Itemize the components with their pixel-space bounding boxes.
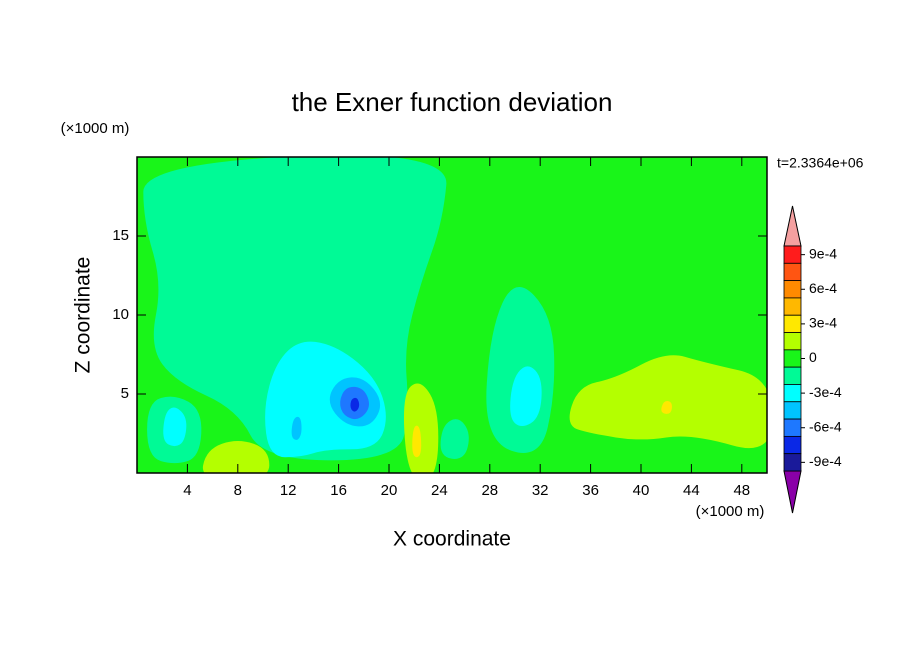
x-unit: (×1000 m) xyxy=(696,503,765,520)
colorbar-band xyxy=(783,262,802,282)
contour-region xyxy=(412,425,422,458)
x-tick-label: 12 xyxy=(280,482,297,499)
x-tick-label: 32 xyxy=(532,482,549,499)
colorbar-tick-label: -9e-4 xyxy=(809,453,842,469)
x-tick-label: 28 xyxy=(481,482,498,499)
x-tick-label: 4 xyxy=(183,482,191,499)
x-tick-label: 16 xyxy=(330,482,347,499)
chart-title: the Exner function deviation xyxy=(292,87,613,117)
colorbar-band xyxy=(783,314,802,333)
contour-region xyxy=(291,416,302,440)
colorbar-band xyxy=(783,245,802,264)
colorbar-band xyxy=(783,297,802,316)
colorbar-over xyxy=(783,205,802,247)
contour-region xyxy=(163,407,187,447)
colorbar-band xyxy=(783,332,802,351)
y-tick-label: 5 xyxy=(121,385,129,402)
colorbar-band xyxy=(783,349,802,368)
colorbar-tick-label: -6e-4 xyxy=(809,418,842,434)
x-tick-label: 20 xyxy=(381,482,398,499)
y-axis-label: Z coordinate xyxy=(72,257,95,374)
contour-region xyxy=(661,401,672,414)
axes: 4 8 12 16 20 24 28 32 36 40 44 48510159e-46e-43e-40… xyxy=(112,156,842,514)
colorbar-tick-label: 9e-4 xyxy=(809,245,837,261)
y-tick-label: 10 xyxy=(112,306,129,323)
colorbar-band xyxy=(783,366,802,385)
colorbar-band xyxy=(783,418,802,437)
colorbar-band xyxy=(783,401,802,420)
contour-field xyxy=(137,157,767,473)
colorbar-band xyxy=(783,280,802,299)
x-tick-label: 44 xyxy=(683,482,700,499)
colorbar-band xyxy=(783,453,802,472)
x-tick-label: 24 xyxy=(431,482,448,499)
y-unit: (×1000 m) xyxy=(61,120,130,137)
colorbar-tick-label: 6e-4 xyxy=(809,280,837,296)
colorbar-tick-label: 3e-4 xyxy=(809,315,837,331)
contour-region xyxy=(510,366,542,426)
colorbar-under xyxy=(783,470,802,514)
x-axis-label: X coordinate xyxy=(393,528,511,551)
colorbar-band xyxy=(783,435,802,455)
x-tick-label: 40 xyxy=(633,482,650,499)
colorbar-band xyxy=(783,384,802,403)
contour-region xyxy=(440,419,469,459)
x-tick-label: 36 xyxy=(582,482,599,499)
y-tick-label: 15 xyxy=(112,227,129,244)
x-tick-label: 48 xyxy=(733,482,750,499)
colorbar-tick-label: 0 xyxy=(809,349,817,365)
time-annotation: t=2.3364e+06 xyxy=(777,155,864,171)
contour-region xyxy=(350,397,360,412)
contour-region xyxy=(403,383,439,473)
colorbar-tick-label: -3e-4 xyxy=(809,384,842,400)
contour-region xyxy=(202,441,270,473)
x-tick-label: 8 xyxy=(234,482,242,499)
